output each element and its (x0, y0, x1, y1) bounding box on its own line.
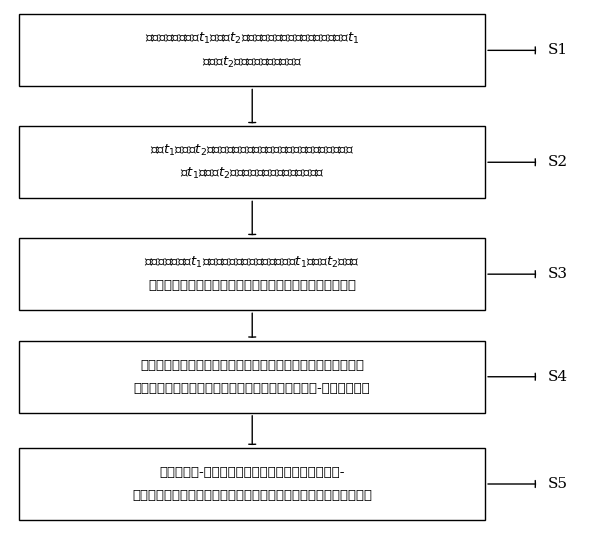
Text: 输电线路的实际运行弧垂，计算输电线路与树木的线-树距离预测值: 输电线路的实际运行弧垂，计算输电线路与树木的线-树距离预测值 (134, 382, 371, 395)
Text: 述$t_1$时刻和$t_2$时刻下的数字地表模型进行修订: 述$t_1$时刻和$t_2$时刻下的数字地表模型进行修订 (180, 166, 325, 181)
FancyBboxPatch shape (19, 341, 485, 413)
Text: 获取被预测区域内$t_1$时刻和$t_2$时刻的卫星遥感立体像对，分别生成$t_1$: 获取被预测区域内$t_1$时刻和$t_2$时刻的卫星遥感立体像对，分别生成$t_… (145, 31, 359, 46)
FancyBboxPatch shape (19, 448, 485, 520)
Text: S5: S5 (548, 477, 568, 491)
Text: 的数字地表模型，对被预测区域内的树木生长高度进行预测: 的数字地表模型，对被预测区域内的树木生长高度进行预测 (148, 279, 356, 293)
Text: 树安全距离，进行被预测区域内输电线路下树障危害程度的监测预警: 树安全距离，进行被预测区域内输电线路下树障危害程度的监测预警 (132, 489, 372, 502)
Text: S4: S4 (548, 370, 568, 384)
Text: 基于获取的所述$t_1$时刻树木的实际高度以及修订后$t_1$时刻和$t_2$时刻下: 基于获取的所述$t_1$时刻树木的实际高度以及修订后$t_1$时刻和$t_2$时… (145, 255, 360, 270)
Text: S3: S3 (548, 267, 568, 281)
Text: 基于$t_1$时刻和$t_2$时刻下的数字地表模型中设定标志物的高度，对所: 基于$t_1$时刻和$t_2$时刻下的数字地表模型中设定标志物的高度，对所 (150, 143, 355, 158)
FancyBboxPatch shape (19, 126, 485, 199)
Text: S2: S2 (548, 155, 568, 169)
Text: 时刻和$t_2$时刻下的数字地表模型: 时刻和$t_2$时刻下的数字地表模型 (202, 54, 302, 70)
Text: S1: S1 (548, 43, 568, 58)
Text: 基于被预测区域内的树木生长高度预测值和获取的被预测区域内: 基于被预测区域内的树木生长高度预测值和获取的被预测区域内 (140, 358, 364, 372)
Text: 基于所述线-树距离预测值和获取的被预测区域内线-: 基于所述线-树距离预测值和获取的被预测区域内线- (160, 466, 345, 479)
FancyBboxPatch shape (19, 14, 485, 86)
FancyBboxPatch shape (19, 238, 485, 310)
